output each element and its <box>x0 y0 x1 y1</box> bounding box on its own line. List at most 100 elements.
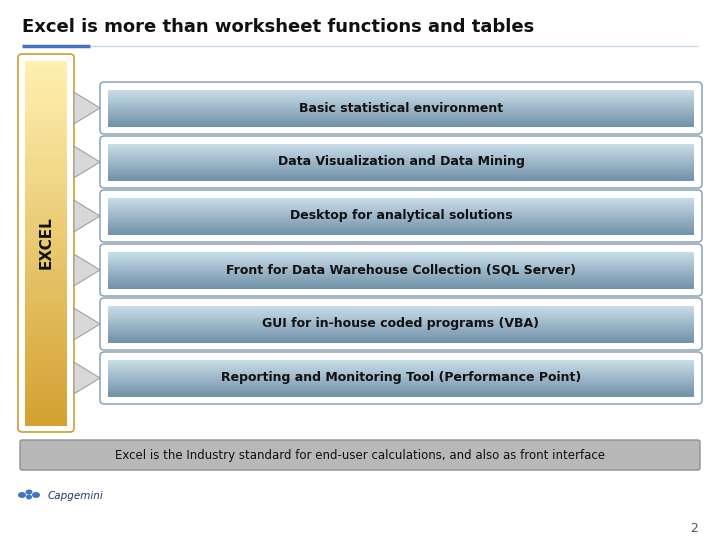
Bar <box>25 106 67 112</box>
Text: EXCEL: EXCEL <box>38 217 53 269</box>
Bar <box>25 188 67 193</box>
Bar <box>108 210 694 212</box>
Bar <box>25 143 67 148</box>
Bar <box>25 120 67 125</box>
Bar <box>108 385 694 387</box>
Bar <box>108 173 694 174</box>
Bar <box>108 285 694 286</box>
Bar <box>25 147 67 152</box>
Bar <box>108 201 694 203</box>
Bar <box>25 220 67 225</box>
Bar <box>25 230 67 234</box>
Bar <box>108 261 694 264</box>
Bar <box>25 184 67 189</box>
Bar <box>108 99 694 102</box>
Bar <box>25 275 67 280</box>
Bar <box>108 365 694 367</box>
Bar <box>108 269 694 271</box>
Bar <box>108 171 694 172</box>
Bar <box>108 260 694 262</box>
Bar <box>108 93 694 95</box>
Bar <box>108 378 694 380</box>
Bar <box>108 311 694 313</box>
Bar <box>108 177 694 178</box>
Bar <box>108 212 694 214</box>
Bar <box>25 93 67 98</box>
Bar <box>108 360 694 362</box>
Bar <box>108 149 694 151</box>
Bar <box>108 372 694 374</box>
Bar <box>25 166 67 171</box>
Bar <box>25 352 67 357</box>
Bar <box>108 150 694 152</box>
Bar <box>108 341 694 342</box>
Bar <box>108 329 694 330</box>
Bar <box>108 121 694 123</box>
Bar <box>108 389 694 390</box>
Bar <box>108 231 694 232</box>
Bar <box>108 377 694 379</box>
Bar <box>108 216 694 218</box>
Text: GUI for in-house coded programs (VBA): GUI for in-house coded programs (VBA) <box>263 318 539 330</box>
Text: Excel is more than worksheet functions and tables: Excel is more than worksheet functions a… <box>22 18 534 36</box>
Bar <box>108 373 694 375</box>
Bar <box>108 363 694 365</box>
Bar <box>108 199 694 201</box>
Bar <box>25 157 67 161</box>
Bar <box>25 61 67 66</box>
Bar <box>25 348 67 353</box>
Bar <box>108 335 694 336</box>
Bar <box>108 334 694 335</box>
Bar <box>108 229 694 231</box>
Bar <box>108 155 694 157</box>
Polygon shape <box>74 308 100 340</box>
Bar <box>108 145 694 147</box>
Bar <box>25 175 67 180</box>
Bar <box>25 370 67 375</box>
Bar <box>108 225 694 226</box>
Bar <box>108 215 694 217</box>
Bar <box>108 114 694 116</box>
Bar <box>108 391 694 393</box>
Bar <box>25 293 67 298</box>
Bar <box>108 280 694 281</box>
Bar <box>25 416 67 421</box>
Bar <box>108 255 694 257</box>
Bar <box>25 271 67 275</box>
Bar <box>108 253 694 255</box>
Bar <box>25 198 67 202</box>
Bar <box>108 257 694 259</box>
Bar <box>108 227 694 228</box>
Ellipse shape <box>18 492 26 498</box>
Bar <box>25 202 67 207</box>
Bar <box>108 117 694 118</box>
Bar <box>108 110 694 112</box>
Bar <box>25 421 67 426</box>
Bar <box>25 179 67 184</box>
Text: Desktop for analytical solutions: Desktop for analytical solutions <box>289 210 513 222</box>
Bar <box>108 209 694 211</box>
Bar <box>108 98 694 100</box>
Bar <box>108 109 694 111</box>
Bar <box>108 169 694 171</box>
Bar <box>25 89 67 93</box>
Bar <box>25 325 67 330</box>
Bar <box>108 92 694 94</box>
Bar <box>108 275 694 276</box>
Bar <box>108 368 694 370</box>
Bar <box>108 379 694 381</box>
Bar <box>108 156 694 158</box>
Bar <box>108 151 694 153</box>
Bar <box>108 274 694 275</box>
Bar <box>108 164 694 166</box>
Bar <box>108 331 694 333</box>
Bar <box>25 266 67 271</box>
Bar <box>108 263 694 265</box>
Bar <box>108 339 694 340</box>
Bar <box>25 225 67 230</box>
Bar <box>108 102 694 104</box>
Bar <box>108 315 694 318</box>
Bar <box>108 279 694 280</box>
Bar <box>108 214 694 215</box>
Bar <box>25 79 67 84</box>
